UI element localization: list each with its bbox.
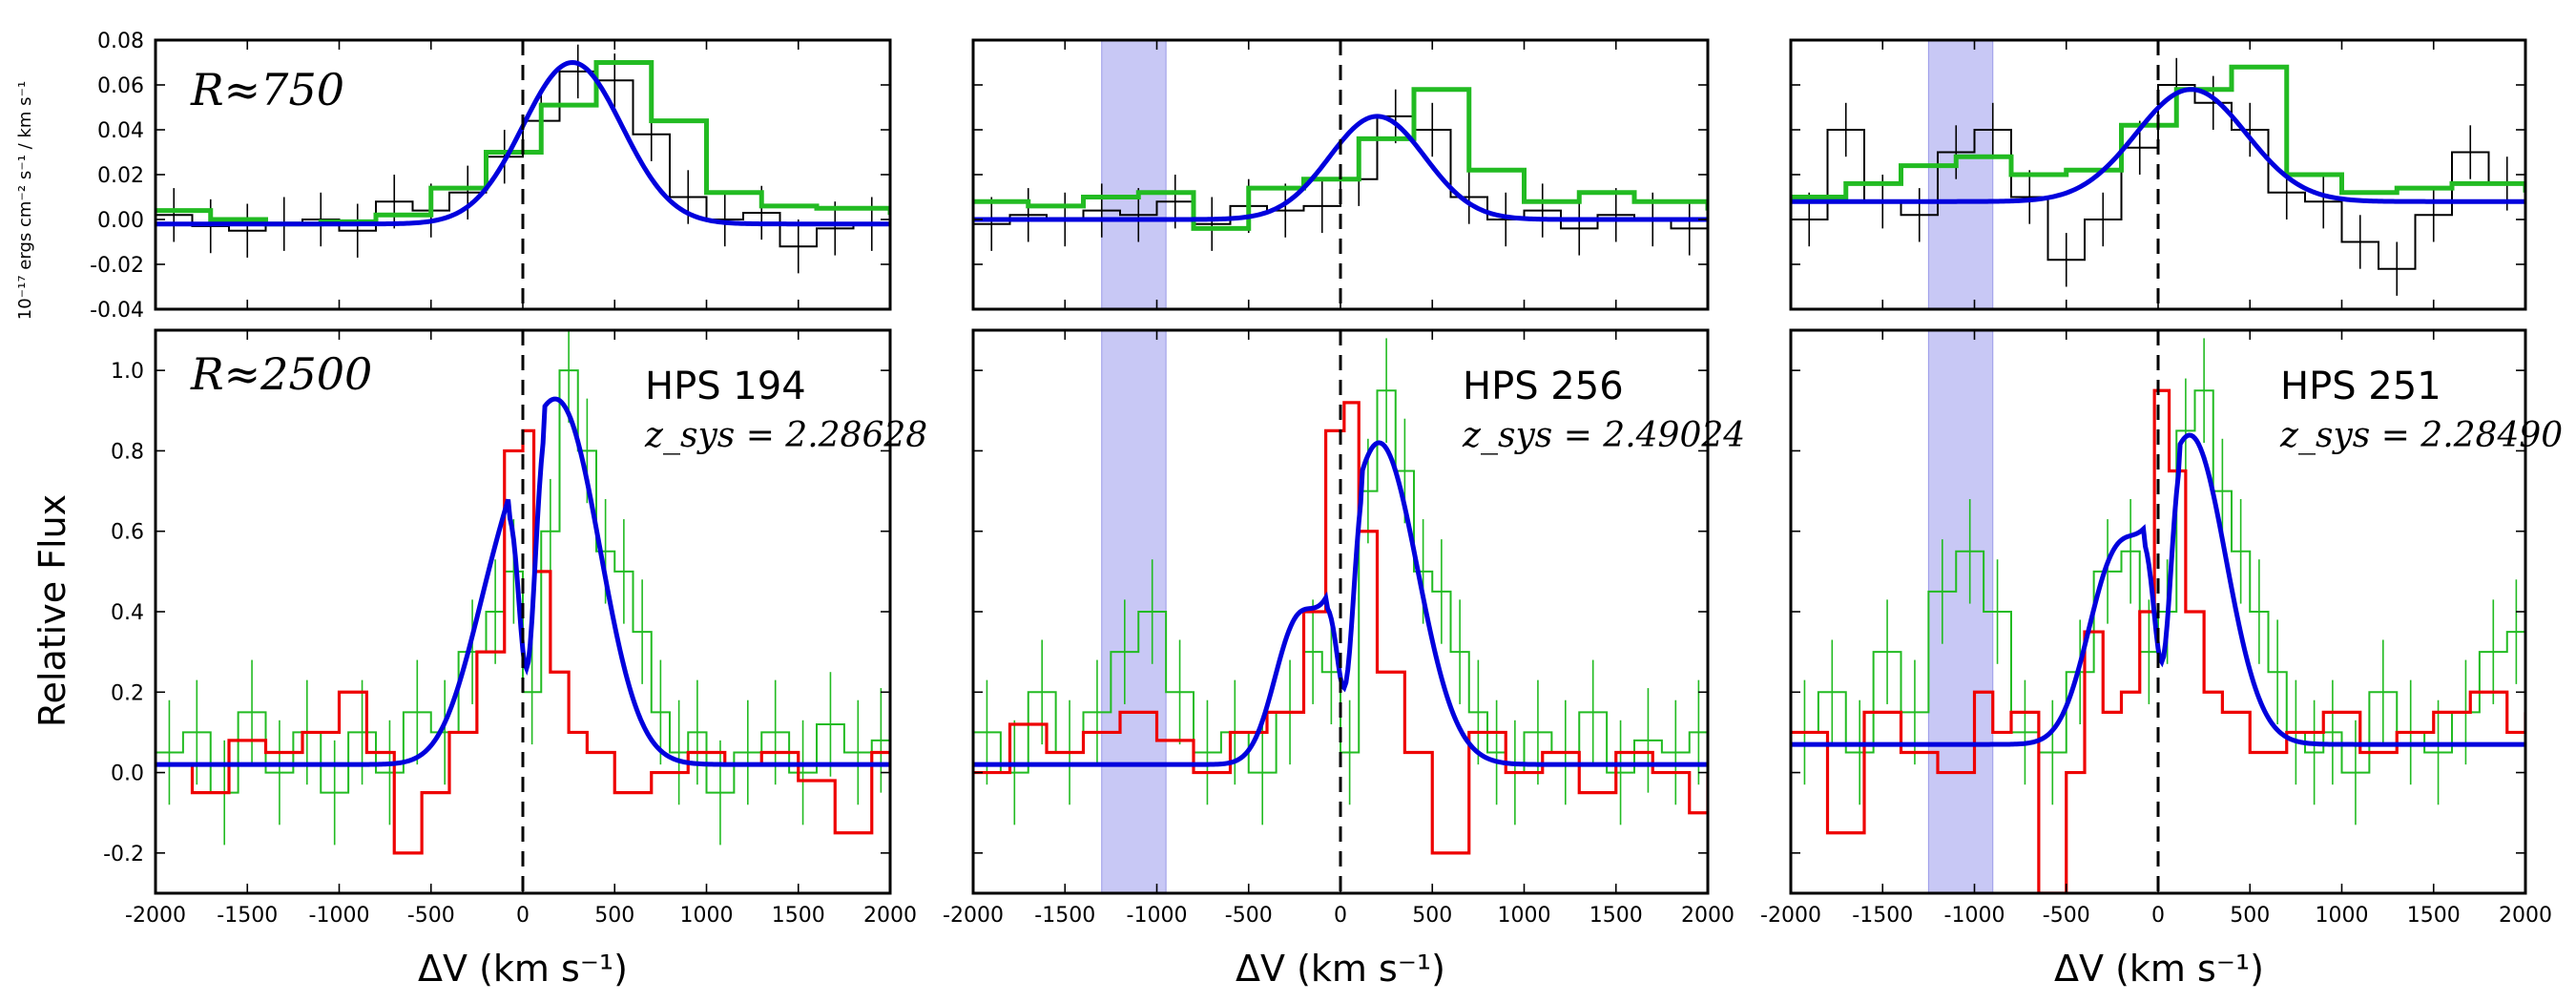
y-tick-label: 1.0 — [111, 360, 144, 384]
x-tick-label: 1000 — [680, 904, 734, 928]
fit-curve — [1791, 432, 2525, 747]
panel-3 — [1789, 38, 2527, 311]
shaded-band — [1927, 330, 1994, 893]
plot-area — [1791, 40, 2525, 309]
x-tick-label: -1500 — [1852, 904, 1913, 928]
resolution-label-bottom: R≈2500 — [190, 348, 372, 400]
y-tick-label: 0.02 — [97, 164, 144, 188]
x-tick-label: 2000 — [1681, 904, 1735, 928]
y-tick-label: 0.00 — [97, 209, 144, 233]
x-tick-label: -2000 — [125, 904, 186, 928]
object-name: HPS 256 — [1463, 365, 1624, 408]
shaded-band — [1101, 40, 1167, 309]
y-tick-label: 0.0 — [111, 762, 144, 786]
y-tick-label: 0.8 — [111, 440, 144, 464]
x-tick-label: 0 — [516, 904, 530, 928]
y-tick-label: 0.08 — [97, 30, 144, 53]
y-tick-label: -0.02 — [90, 254, 144, 278]
x-tick-label: 2000 — [863, 904, 917, 928]
x-tick-label: 1500 — [1589, 904, 1643, 928]
panel-2 — [971, 38, 1710, 311]
data-step-line — [1791, 84, 2525, 270]
data-step-line — [1791, 389, 2525, 774]
green-step-line — [973, 87, 1708, 231]
x-tick-label: -1000 — [309, 904, 370, 928]
redshift-label: z_sys = 2.28628 — [644, 416, 927, 455]
plot-area — [156, 330, 890, 855]
y-tick-label: 0.4 — [111, 601, 144, 625]
panel-4: -2000 -1500 -1000 -500 0 500 1000 1500 2000 -0.2 0… — [103, 328, 927, 928]
panels: -0.04-0.020.000.020.040.060.08-2000 -1500… — [90, 30, 2563, 928]
data-step-line — [973, 389, 1708, 774]
x-tick-label: -2000 — [943, 904, 1004, 928]
panel-6: -2000 -1500 -1000 -500 0 500 1000 1500 2000 HPS 2… — [1760, 328, 2563, 928]
red-step-line — [156, 428, 890, 855]
ylabel-top: 10⁻¹⁷ ergs cm⁻² s⁻¹ / km s⁻¹ — [15, 81, 35, 321]
ylabel-bottom: Relative Flux — [31, 494, 73, 727]
y-tick-label: 0.6 — [111, 521, 144, 545]
y-tick-label: -0.2 — [103, 843, 144, 866]
y-tick-label: 0.04 — [97, 119, 144, 143]
xlabel-left: ΔV (km s⁻¹) — [418, 948, 628, 990]
panel-5: -2000 -1500 -1000 -500 0 500 1000 1500 2000 HPS 2… — [943, 328, 1745, 928]
shaded-band — [1927, 40, 1994, 309]
plot-area — [973, 40, 1708, 309]
xlabel-middle: ΔV (km s⁻¹) — [1236, 948, 1445, 990]
x-tick-label: 1500 — [772, 904, 825, 928]
object-name: HPS 194 — [645, 365, 806, 408]
panel-1: -0.04 -0.02 0.00 0.02 0.04 0.06 0.08 — [90, 30, 892, 323]
x-tick-label: -1000 — [1944, 904, 2005, 928]
resolution-label-top: R≈750 — [190, 64, 344, 115]
green-step-line — [1791, 64, 2525, 199]
resolution-labels: R≈750 R≈2500 — [190, 64, 372, 400]
redshift-label: z_sys = 2.49024 — [1462, 416, 1745, 455]
redshift-label: z_sys = 2.28490 — [2279, 416, 2563, 455]
x-tick-label: 500 — [1412, 904, 1452, 928]
fit-curve — [156, 396, 890, 767]
x-tick-label: 1500 — [2407, 904, 2461, 928]
x-tick-label: 2000 — [2499, 904, 2552, 928]
x-tick-label: -500 — [2043, 904, 2090, 928]
x-tick-label: -500 — [1225, 904, 1273, 928]
x-tick-label: -1500 — [217, 904, 278, 928]
x-tick-label: -500 — [407, 904, 455, 928]
x-tick-label: 0 — [2151, 904, 2165, 928]
x-tick-label: -1500 — [1034, 904, 1095, 928]
plot-area — [973, 330, 1708, 893]
red-step-line — [973, 401, 1708, 855]
x-tick-label: -2000 — [1760, 904, 1821, 928]
axis-labels: 10⁻¹⁷ ergs cm⁻² s⁻¹ / km s⁻¹ Relative Fl… — [15, 81, 2264, 990]
plot-area — [1791, 330, 2525, 893]
x-tick-label: 0 — [1334, 904, 1347, 928]
xlabel-right: ΔV (km s⁻¹) — [2054, 948, 2264, 990]
x-tick-label: 500 — [2230, 904, 2270, 928]
y-tick-label: 0.06 — [97, 74, 144, 98]
y-tick-label: 0.2 — [111, 681, 144, 705]
fit-curve — [1791, 87, 2525, 204]
x-tick-label: 1000 — [2316, 904, 2369, 928]
x-tick-label: 500 — [594, 904, 634, 928]
y-tick-label: -0.04 — [90, 299, 144, 323]
object-name: HPS 251 — [2280, 365, 2441, 408]
x-tick-label: 1000 — [1498, 904, 1551, 928]
x-tick-label: -1000 — [1127, 904, 1188, 928]
